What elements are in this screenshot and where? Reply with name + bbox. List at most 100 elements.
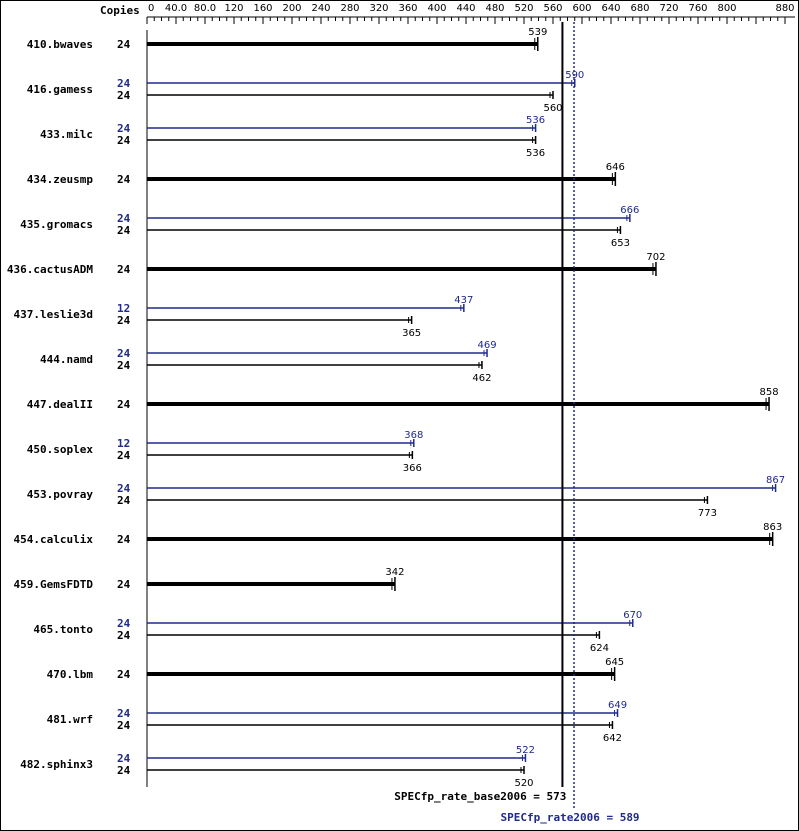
base-value-label: 863 <box>763 522 782 533</box>
base-reference-label: SPECfp_rate_base2006 = 573 <box>394 790 566 803</box>
base-copies: 24 <box>117 263 131 276</box>
x-tick-label: 280 <box>340 3 359 14</box>
benchmark-name: 447.dealII <box>27 398 93 411</box>
benchmark-name: 444.namd <box>40 353 93 366</box>
peak-copies: 12 <box>117 437 130 450</box>
base-value-label: 653 <box>611 238 630 249</box>
x-tick-label: 120 <box>224 3 243 14</box>
x-tick-label: 80.0 <box>194 3 216 14</box>
peak-reference-label: SPECfp_rate2006 = 589 <box>500 811 639 824</box>
base-value-label: 858 <box>760 387 779 398</box>
x-tick-label: 400 <box>427 3 446 14</box>
peak-value-label: 666 <box>620 205 639 216</box>
peak-value-label: 867 <box>766 475 785 486</box>
peak-copies: 24 <box>117 347 131 360</box>
x-tick-label: 600 <box>572 3 591 14</box>
base-copies: 24 <box>117 359 131 372</box>
peak-value-label: 368 <box>404 430 423 441</box>
benchmark-name: 454.calculix <box>14 533 94 546</box>
base-value-label: 702 <box>646 252 665 263</box>
peak-value-label: 469 <box>477 340 496 351</box>
base-value-label: 366 <box>403 463 422 474</box>
bars <box>147 37 777 774</box>
peak-copies: 24 <box>117 212 131 225</box>
benchmark-name: 435.gromacs <box>20 218 93 231</box>
base-copies: 24 <box>117 224 131 237</box>
base-copies: 24 <box>117 38 131 51</box>
benchmark-name: 416.gamess <box>27 83 93 96</box>
benchmark-name: 470.lbm <box>47 668 94 681</box>
benchmark-name: 459.GemsFDTD <box>14 578 94 591</box>
x-axis: 0 40.0 80.0 120 160 200 240 280 320 360 400 440 480 5… <box>146 3 795 787</box>
benchmark-name: 481.wrf <box>47 713 93 726</box>
base-value-label: 365 <box>402 328 421 339</box>
base-copies: 24 <box>117 719 131 732</box>
base-copies: 24 <box>117 173 131 186</box>
base-value-label: 536 <box>526 148 545 159</box>
peak-copies: 12 <box>117 302 130 315</box>
reference-lines: SPECfp_rate_base2006 = 573 SPECfp_rate200… <box>394 22 640 824</box>
base-copies: 24 <box>117 578 131 591</box>
peak-copies: 24 <box>117 617 131 630</box>
base-value-label: 773 <box>698 508 717 519</box>
benchmark-name: 482.sphinx3 <box>20 758 93 771</box>
x-tick-label: 200 <box>282 3 301 14</box>
x-tick-label: 640 <box>601 3 620 14</box>
base-copies: 24 <box>117 668 131 681</box>
base-value-label: 642 <box>603 733 622 744</box>
benchmark-name: 433.milc <box>40 128 93 141</box>
base-copies: 24 <box>117 449 131 462</box>
peak-value-label: 437 <box>454 295 473 306</box>
base-copies: 24 <box>117 629 131 642</box>
peak-value-label: 649 <box>608 700 627 711</box>
x-tick-label: 880 <box>775 3 794 14</box>
base-value-label: 520 <box>514 778 533 789</box>
peak-copies: 24 <box>117 752 131 765</box>
x-tick-label: 480 <box>485 3 504 14</box>
base-copies: 24 <box>117 398 131 411</box>
base-copies: 24 <box>117 134 131 147</box>
x-tick-label: 160 <box>253 3 272 14</box>
base-copies: 24 <box>117 533 131 546</box>
benchmark-name: 410.bwaves <box>27 38 93 51</box>
base-value-label: 624 <box>590 643 609 654</box>
peak-value-label: 536 <box>526 115 545 126</box>
x-tick-label: 0 <box>148 3 154 14</box>
x-tick-label: 720 <box>659 3 678 14</box>
x-tick-label: 520 <box>514 3 533 14</box>
peak-copies: 24 <box>117 482 131 495</box>
copies-header: Copies <box>100 4 140 17</box>
benchmark-name: 436.cactusADM <box>7 263 93 276</box>
peak-copies: 24 <box>117 122 131 135</box>
base-value-label: 560 <box>543 103 562 114</box>
x-tick-label: 680 <box>630 3 649 14</box>
benchmark-name: 465.tonto <box>33 623 93 636</box>
peak-copies: 24 <box>117 707 131 720</box>
base-value-label: 342 <box>385 567 404 578</box>
base-value-label: 539 <box>528 27 547 38</box>
x-tick-label: 40.0 <box>165 3 187 14</box>
benchmark-name: 437.leslie3d <box>14 308 93 321</box>
x-tick-label: 440 <box>456 3 475 14</box>
benchmark-name: 453.povray <box>27 488 94 501</box>
x-tick-label: 320 <box>369 3 388 14</box>
benchmark-name: 450.soplex <box>27 443 94 456</box>
base-copies: 24 <box>117 314 131 327</box>
benchmark-labels: 410.bwaves24539416.gamess2424590560433.m… <box>7 27 785 789</box>
base-copies: 24 <box>117 494 131 507</box>
x-tick-label: 560 <box>543 3 562 14</box>
peak-copies: 24 <box>117 77 131 90</box>
base-value-label: 462 <box>472 373 491 384</box>
base-copies: 24 <box>117 764 131 777</box>
peak-value-label: 522 <box>516 745 535 756</box>
x-tick-label: 760 <box>688 3 707 14</box>
x-tick-label: 800 <box>717 3 736 14</box>
peak-value-label: 670 <box>623 610 642 621</box>
base-value-label: 646 <box>606 162 625 173</box>
base-value-label: 645 <box>605 657 624 668</box>
x-tick-label: 360 <box>398 3 417 14</box>
benchmark-name: 434.zeusmp <box>27 173 94 186</box>
